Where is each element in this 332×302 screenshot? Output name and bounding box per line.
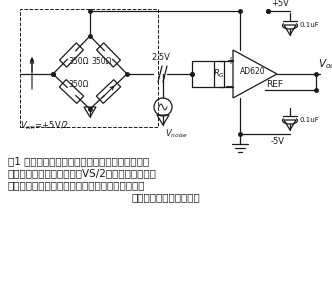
Text: 350Ω: 350Ω [68, 80, 89, 89]
Text: $V_{out}$: $V_{out}$ [318, 57, 332, 71]
Text: -5V: -5V [271, 137, 285, 146]
Text: 350Ω: 350Ω [68, 57, 89, 66]
Text: 2.5V: 2.5V [152, 53, 170, 62]
Text: 图1 在一个典型的仪表放大器的应用中，输入共模: 图1 在一个典型的仪表放大器的应用中，输入共模 [8, 156, 149, 166]
Text: 电压由来自桥的直流偏压（VS/2）和输入线中检拾: 电压由来自桥的直流偏压（VS/2）和输入线中检拾 [8, 168, 157, 178]
Text: 在仪表放大器的输出端。: 在仪表放大器的输出端。 [131, 192, 201, 202]
Text: $V_{noise}$: $V_{noise}$ [165, 127, 188, 140]
Bar [214, 61, 224, 87]
Text: AD620: AD620 [240, 66, 266, 76]
Text: 350Ω: 350Ω [91, 57, 112, 66]
Text: 的任何共模噪声组成。共模电压的一部分总会出现: 的任何共模噪声组成。共模电压的一部分总会出现 [8, 180, 145, 190]
Text: $V_{cm}$=+5V/2: $V_{cm}$=+5V/2 [20, 119, 69, 131]
Text: −: − [225, 82, 235, 92]
Text: +: + [226, 56, 234, 66]
Text: $R_G$: $R_G$ [213, 68, 225, 80]
Bar [20, 9, 158, 127]
Text: 0.1uF: 0.1uF [299, 117, 319, 123]
Text: 0.1uF: 0.1uF [299, 22, 319, 28]
Text: REF: REF [266, 80, 283, 89]
Text: +5V: +5V [271, 0, 289, 8]
